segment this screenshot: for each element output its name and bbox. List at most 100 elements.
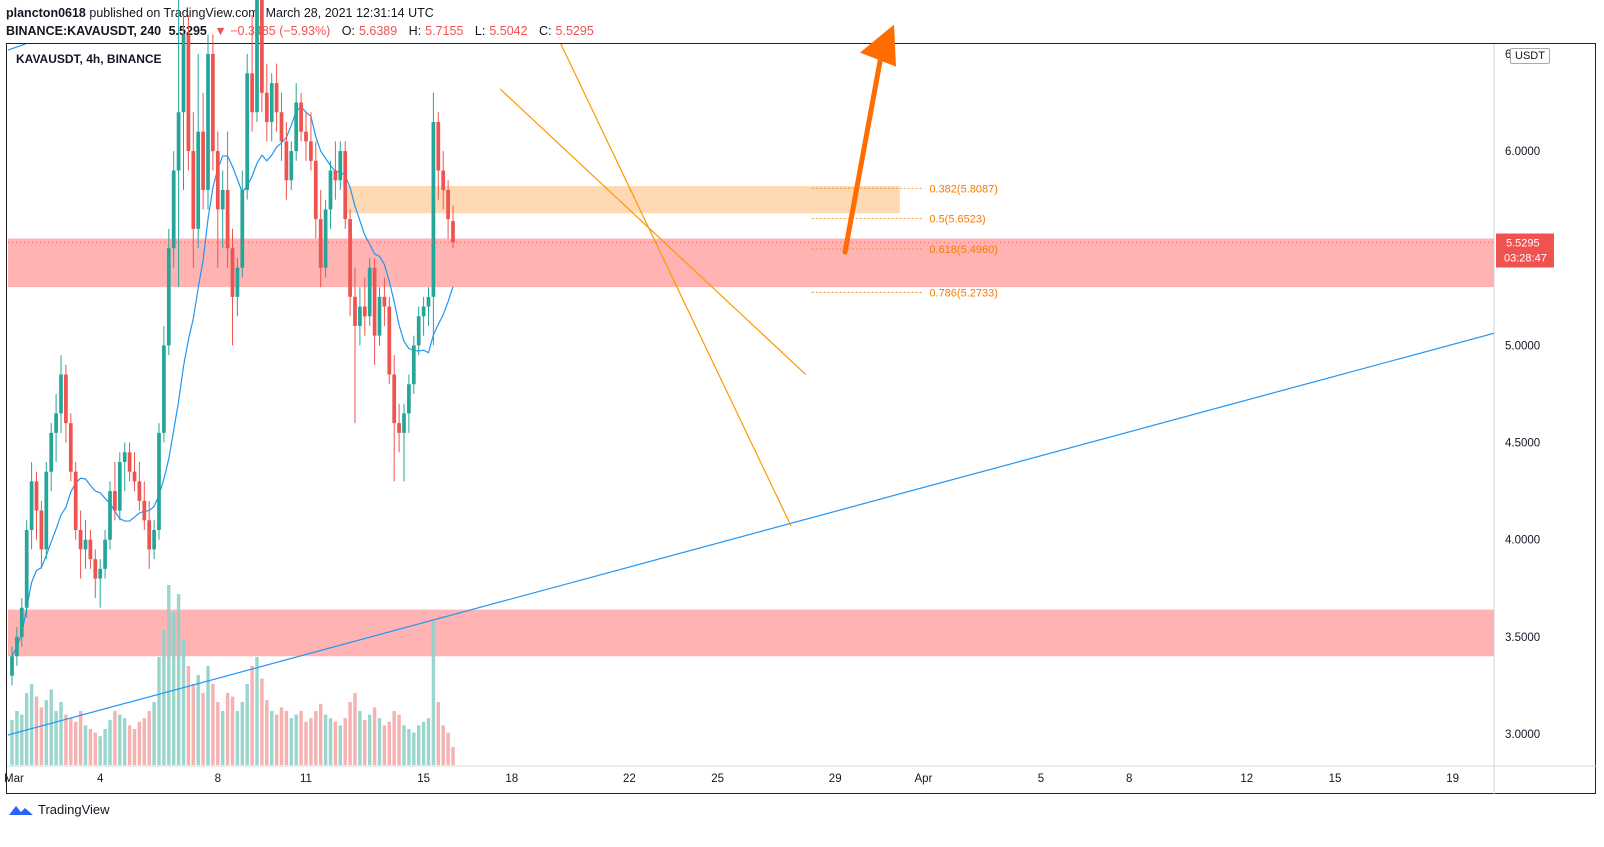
volume-bar — [343, 718, 347, 765]
candle-body — [171, 170, 176, 249]
candle-body — [49, 432, 54, 472]
volume-bar — [431, 621, 436, 765]
volume-bar — [250, 666, 254, 765]
volume-bar — [446, 732, 450, 765]
countdown-value: 03:28:47 — [1504, 253, 1547, 265]
volume-bar — [387, 721, 392, 765]
candle-body — [108, 491, 112, 540]
candle-body — [299, 102, 303, 132]
channel-line — [499, 88, 807, 375]
volume-bar — [147, 711, 151, 765]
ohlc-low: L: 5.5042 — [474, 24, 528, 38]
volume-bar — [211, 684, 215, 765]
volume-bar — [181, 639, 186, 765]
candle-body — [333, 170, 338, 181]
y-tick-label: 4.0000 — [1505, 535, 1540, 547]
candle-body — [407, 384, 411, 414]
volume-bar — [358, 711, 362, 765]
volume-bar — [402, 725, 406, 765]
candle-body — [19, 607, 24, 637]
x-tick-label: 19 — [1446, 773, 1459, 785]
candle-body — [103, 539, 107, 569]
volume-bar — [191, 684, 196, 765]
candle-body — [416, 316, 421, 346]
volume-bar — [269, 711, 274, 765]
publisher-name[interactable]: plancton0618 — [6, 6, 86, 20]
candle-body — [318, 219, 323, 268]
volume-bar — [108, 720, 112, 765]
candle-body — [220, 189, 225, 210]
candle-body — [68, 423, 73, 472]
candle-body — [225, 189, 230, 249]
volume-bar — [171, 612, 176, 765]
orange-zone — [344, 186, 900, 214]
x-tick-label: Mar — [4, 773, 24, 785]
last-price-tag — [1496, 233, 1554, 268]
candle-body — [323, 209, 328, 268]
candle-body — [181, 34, 186, 113]
volume-bar — [407, 729, 411, 765]
volume-bar — [137, 721, 142, 765]
volume-bar — [88, 729, 93, 765]
moving-average-line — [11, 105, 454, 657]
x-tick-label: 18 — [505, 773, 518, 785]
candle-body — [446, 189, 450, 220]
volume-bar — [412, 732, 416, 765]
volume-bar — [201, 693, 205, 765]
candle-body — [274, 83, 279, 113]
candle-body — [387, 306, 392, 375]
volume-bar — [318, 703, 323, 765]
candle-body — [10, 656, 14, 676]
footer-brand[interactable]: TradingView — [38, 802, 110, 817]
candle-body — [353, 296, 357, 326]
volume-bar — [176, 594, 181, 765]
candle-body — [196, 131, 201, 229]
x-tick-label: 22 — [623, 773, 636, 785]
candle-body — [284, 141, 289, 181]
volume-bar — [255, 657, 259, 765]
candle-body — [166, 248, 171, 346]
candle-body — [54, 413, 58, 433]
volume-bar — [451, 747, 455, 765]
volume-bar — [157, 657, 161, 765]
candle-body — [260, 0, 264, 93]
candle-body — [34, 481, 39, 511]
candle-body — [142, 500, 147, 521]
volume-bar — [20, 714, 24, 765]
candle-body — [269, 83, 274, 122]
volume-bar — [353, 693, 357, 765]
volume-bar — [245, 684, 249, 765]
candle-body — [289, 151, 294, 181]
volume-bar — [98, 736, 102, 765]
last-price-value: 5.5295 — [1506, 238, 1540, 250]
volume-bar — [265, 700, 269, 765]
candle-body — [157, 432, 161, 530]
candle-body — [279, 112, 284, 142]
candle-body — [152, 529, 156, 550]
currency-button[interactable]: USDT — [1510, 48, 1550, 64]
candle-body — [426, 296, 431, 307]
volume-bar — [426, 718, 431, 765]
candle-body — [113, 491, 117, 511]
candle-body — [441, 170, 446, 190]
candle-body — [313, 160, 318, 220]
candle-body — [264, 92, 269, 122]
candle-body — [83, 539, 88, 550]
x-tick-label: 5 — [1038, 773, 1044, 785]
volume-bar — [441, 725, 445, 765]
candle-body — [88, 539, 93, 560]
x-tick-label: Apr — [914, 773, 932, 785]
candle-body — [372, 267, 377, 336]
volume-bar — [235, 711, 240, 765]
candle-body — [230, 248, 235, 297]
volume-bar — [421, 721, 426, 765]
volume-bar — [152, 702, 156, 765]
candle-body — [132, 471, 137, 482]
volume-bar — [59, 702, 63, 765]
volume-bar — [49, 689, 53, 765]
candle-body — [122, 452, 127, 462]
candle-body — [397, 423, 401, 433]
volume-bar — [304, 721, 308, 765]
volume-bar — [54, 711, 58, 765]
